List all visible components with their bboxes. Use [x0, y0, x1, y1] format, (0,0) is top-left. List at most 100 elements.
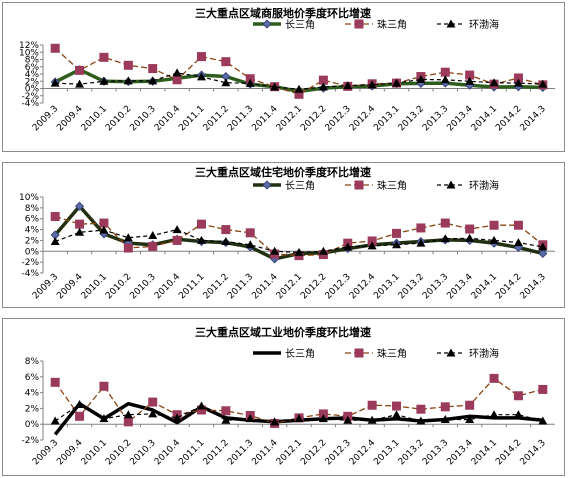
x-tick-label: 2014.1 — [470, 438, 499, 467]
data-point — [75, 65, 85, 75]
legend-entry: 长三角 — [285, 348, 315, 360]
data-point — [465, 400, 475, 410]
data-point — [392, 401, 402, 411]
data-point — [172, 235, 182, 245]
industrial-chart-svg: 三大重点区域工业地价季度环比增速-2%0%2%4%6%8%2009.32009.… — [21, 325, 555, 468]
data-point — [440, 218, 450, 228]
y-tick-label: 0% — [25, 85, 40, 95]
x-tick-label: 2011.3 — [226, 272, 255, 301]
series-line — [55, 215, 544, 257]
x-tick-label: 2011.2 — [202, 438, 231, 467]
x-tick-label: 2010.4 — [153, 272, 183, 302]
legend-entry: 珠三角 — [377, 347, 407, 360]
legend-entry: 环渤海 — [469, 179, 499, 192]
data-point — [50, 416, 60, 425]
data-point — [172, 68, 182, 77]
data-point — [172, 75, 182, 85]
y-tick-label: -2% — [21, 436, 39, 446]
y-tick-label: 4% — [25, 70, 40, 80]
x-tick-label: 2012.1 — [275, 104, 304, 133]
data-point — [392, 240, 402, 249]
data-point — [99, 52, 109, 62]
industrial-land-price-chart: 三大重点区域工业地价季度环比增速 -2% 0% 2% 4% 6% 8% 2009.3 2009.… — [2, 318, 565, 476]
x-tick-label: 2010.2 — [104, 104, 133, 133]
y-tick-label: 8% — [25, 204, 40, 214]
x-tick-label: 2011.4 — [250, 272, 280, 302]
data-point — [294, 84, 304, 93]
x-tick-label: 2012.2 — [299, 438, 328, 467]
legend: 长三角 珠三角 环渤海 — [253, 347, 499, 360]
x-tick-label: 2014.2 — [494, 438, 523, 467]
x-tick-label: 2014.3 — [519, 438, 548, 467]
data-point — [245, 414, 255, 423]
y-tick-label: -4% — [21, 269, 39, 279]
y-tick-label: 12% — [19, 41, 39, 51]
data-point — [172, 225, 182, 234]
legend-marker — [262, 19, 272, 29]
data-point — [221, 406, 231, 416]
y-tick-label: 4% — [25, 389, 40, 399]
y-tick-label: 6% — [25, 63, 40, 73]
data-point — [50, 43, 60, 53]
series-line — [54, 47, 543, 95]
y-tick-label: 10% — [19, 48, 39, 58]
data-point — [75, 201, 85, 211]
x-tick-label: 2014.3 — [519, 272, 548, 301]
x-tick-label: 2011.1 — [177, 272, 206, 301]
data-point — [123, 410, 133, 419]
data-point — [123, 417, 133, 427]
legend-entry: 长三角 — [285, 180, 315, 192]
data-point — [99, 76, 109, 85]
x-tick-label: 2012.3 — [324, 272, 353, 301]
data-point — [196, 52, 206, 62]
x-tick-label: 2012.3 — [324, 104, 353, 133]
x-tick-label: 2013.1 — [372, 104, 401, 133]
data-point — [75, 79, 85, 88]
x-tick-label: 2013.3 — [421, 104, 450, 133]
x-tick-label: 2012.2 — [299, 104, 328, 133]
data-point — [465, 76, 475, 85]
data-point — [75, 411, 85, 421]
data-point — [416, 404, 426, 414]
x-tick-label: 2012.1 — [275, 438, 304, 467]
data-point — [440, 234, 450, 243]
data-point — [538, 242, 548, 251]
data-point — [367, 80, 377, 89]
y-tick-label: 2% — [25, 404, 40, 414]
data-point — [416, 238, 426, 247]
data-point — [221, 415, 231, 424]
data-point — [343, 81, 353, 90]
y-tick-label: -4% — [21, 99, 39, 109]
data-point — [318, 414, 328, 423]
x-tick-label: 2011.3 — [226, 104, 255, 133]
data-point — [489, 373, 499, 383]
data-point — [123, 233, 133, 242]
data-point — [513, 238, 523, 247]
data-point — [75, 219, 85, 229]
data-point — [489, 410, 499, 419]
y-tick-label: 8% — [25, 357, 40, 367]
y-tick-label: 0% — [25, 247, 40, 257]
x-tick-label: 2012.2 — [299, 272, 328, 301]
data-point — [75, 399, 85, 408]
series-line — [54, 228, 543, 254]
legend-marker — [262, 180, 272, 190]
legend: 长三角 珠三角 环渤海 — [253, 18, 499, 31]
data-point — [148, 76, 158, 85]
data-point — [196, 72, 206, 81]
data-point — [513, 220, 523, 230]
x-tick-label: 2013.4 — [445, 438, 475, 468]
y-tick-label: 8% — [25, 56, 40, 66]
data-point — [294, 247, 304, 256]
x-tick-label: 2012.4 — [348, 438, 378, 468]
data-point — [270, 246, 280, 255]
data-point — [538, 384, 548, 394]
legend-marker — [446, 19, 456, 28]
x-tick-label: 2013.3 — [421, 272, 450, 301]
x-tick-label: 2012.4 — [348, 104, 378, 134]
y-tick-label: 2% — [25, 236, 40, 246]
legend-marker — [446, 348, 456, 357]
x-tick-label: 2014.3 — [519, 104, 548, 133]
data-point — [318, 246, 328, 255]
legend-entry: 长三角 — [285, 19, 315, 31]
